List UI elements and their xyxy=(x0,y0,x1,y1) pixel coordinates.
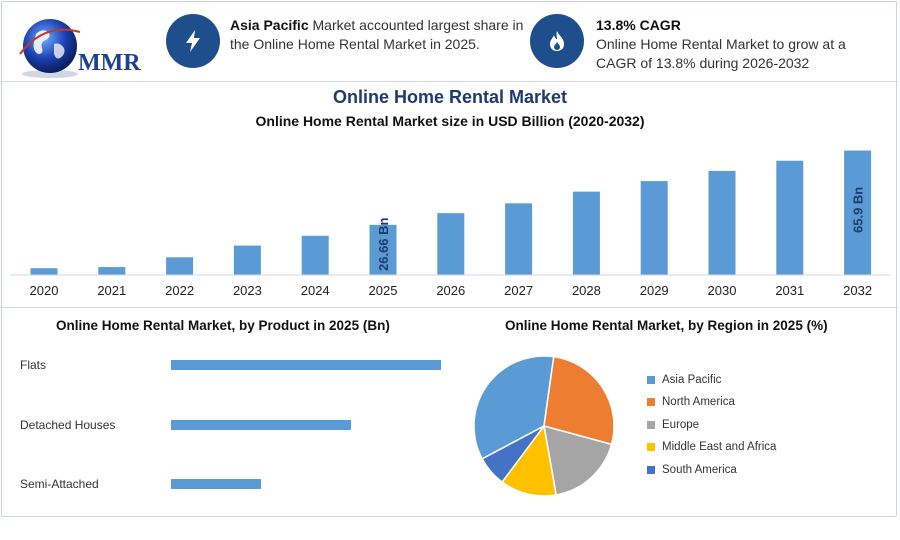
x-tick-label: 2027 xyxy=(504,283,533,298)
legend-item: North America xyxy=(647,394,735,410)
x-tick-label: 2024 xyxy=(301,283,330,298)
legend-label: Asia Pacific xyxy=(662,374,722,386)
pie-slice-asia-pacific xyxy=(473,355,555,460)
bar-2024 xyxy=(301,235,329,275)
pie-slice-north-america xyxy=(543,355,615,446)
legend-item: Asia Pacific xyxy=(647,372,721,388)
mmr-logo: MMR xyxy=(14,14,144,80)
legend-label: Europe xyxy=(662,419,700,431)
pie-slice-south-america xyxy=(481,425,545,484)
bar-semi-attached xyxy=(171,479,261,489)
x-tick-label: 2020 xyxy=(30,283,59,298)
card-bold: Asia Pacific xyxy=(230,17,309,33)
bar-2026 xyxy=(437,213,465,275)
bar-2025 xyxy=(369,224,397,275)
bar-2031 xyxy=(776,160,804,275)
card-text: Market accounted largest share in the On… xyxy=(230,17,524,52)
x-tick-label: 2028 xyxy=(572,283,601,298)
bar-2021 xyxy=(98,267,126,275)
category-label: Detached Houses xyxy=(20,418,115,432)
legend-swatch xyxy=(647,376,655,384)
globe-icon xyxy=(19,19,81,78)
category-label: Semi-Attached xyxy=(20,477,99,491)
pie-slice-middle-east-and-africa xyxy=(501,424,558,497)
legend-label: South America xyxy=(662,464,737,476)
x-tick-label: 2026 xyxy=(436,283,465,298)
pie-slice-europe xyxy=(543,424,613,496)
asia-pacific-card: Asia Pacific Market accounted largest sh… xyxy=(230,16,525,54)
bar-2028 xyxy=(572,191,600,275)
legend-item: Europe xyxy=(647,417,699,433)
x-tick-label: 2025 xyxy=(369,283,398,298)
section-divider xyxy=(0,307,898,308)
card-bold: 13.8% CAGR xyxy=(596,17,681,33)
x-tick-label: 2030 xyxy=(708,283,737,298)
card-text: Online Home Rental Market to grow at a C… xyxy=(596,36,846,71)
bar-detached-houses xyxy=(171,420,351,430)
legend-item: South America xyxy=(647,462,737,478)
x-tick-label: 2021 xyxy=(97,283,126,298)
bar-2029 xyxy=(640,181,668,275)
product-chart-title: Online Home Rental Market, by Product in… xyxy=(56,318,390,333)
product-bar-chart: Flats Detached Houses Semi-Attached xyxy=(20,358,441,491)
x-tick-label: 2032 xyxy=(843,283,872,298)
x-tick-label: 2023 xyxy=(233,283,262,298)
category-label: Flats xyxy=(20,358,46,372)
bar-2030 xyxy=(708,170,736,275)
x-tick-label: 2022 xyxy=(165,283,194,298)
bar-flats xyxy=(171,360,441,370)
flame-icon xyxy=(530,14,584,68)
infographic-frame xyxy=(1,1,897,517)
logo-text: MMR xyxy=(78,50,141,76)
x-tick-label: 2029 xyxy=(640,283,669,298)
legend-label: North America xyxy=(662,396,735,408)
region-pie-chart xyxy=(473,355,615,497)
market-size-bar-chart: 2020 2021 2022 2023 2024 2025 26.66 Bn 2026 2027… xyxy=(10,150,890,298)
bar-2020 xyxy=(30,268,58,275)
header-divider xyxy=(0,81,898,82)
lightning-icon xyxy=(166,14,220,68)
legend-swatch xyxy=(647,398,655,406)
page-title: Online Home Rental Market xyxy=(332,87,568,107)
data-label: 65.9 Bn xyxy=(851,187,866,233)
x-tick-label: 2031 xyxy=(775,283,804,298)
legend-swatch xyxy=(647,421,655,429)
legend-item: Middle East and Africa xyxy=(647,439,776,455)
chart-subtitle: Online Home Rental Market size in USD Bi… xyxy=(255,113,645,129)
legend-swatch xyxy=(647,466,655,474)
bar-2032 xyxy=(844,150,872,275)
data-label: 26.66 Bn xyxy=(376,217,391,271)
cagr-card: 13.8% CAGR Online Home Rental Market to … xyxy=(596,16,888,73)
region-chart-title: Online Home Rental Market, by Region in … xyxy=(505,318,828,333)
bar-2022 xyxy=(166,257,194,275)
bar-2023 xyxy=(233,245,261,275)
legend-label: Middle East and Africa xyxy=(662,441,777,453)
bar-2027 xyxy=(505,203,533,275)
legend-swatch xyxy=(647,443,655,451)
